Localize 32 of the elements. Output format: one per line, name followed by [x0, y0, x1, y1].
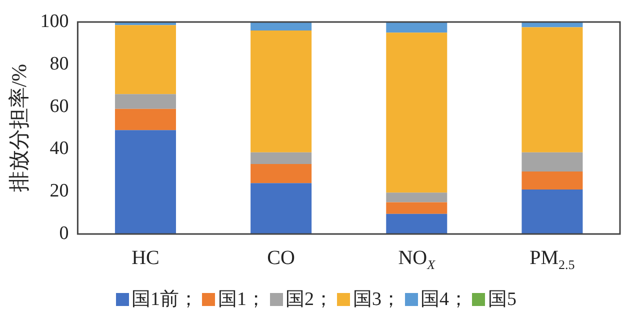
bar: [386, 214, 448, 234]
bar: [386, 192, 448, 202]
bar: [114, 25, 176, 94]
y-tick-label: 20: [50, 180, 69, 202]
legend-label: 国5: [487, 288, 516, 312]
bar: [386, 22, 448, 33]
legend-label: 国1前；: [130, 288, 198, 312]
bar: [522, 171, 583, 190]
y-tick-label: 40: [50, 138, 69, 160]
legend-label: 国1；: [217, 288, 266, 312]
bar: [250, 30, 312, 152]
legend-label: 国4；: [420, 288, 468, 312]
bar: [250, 183, 312, 234]
y-tick-label: 60: [50, 96, 69, 117]
bar: [522, 27, 583, 152]
bar: [250, 152, 312, 164]
y-tick-label: 80: [50, 53, 69, 74]
bar: [386, 32, 448, 193]
bar: [250, 164, 312, 184]
bar: [114, 130, 176, 234]
y-axis-title: 排放分担率/%: [7, 64, 32, 192]
bar: [386, 202, 448, 214]
legend-label: 国3；: [352, 288, 400, 312]
x-tick-label: HC: [132, 247, 160, 269]
y-tick-label: 0: [59, 222, 69, 244]
bar: [522, 189, 583, 234]
bar: [114, 94, 176, 109]
x-tick-label: CO: [267, 247, 295, 269]
legend-label: 国2；: [284, 288, 333, 312]
y-tick-label: 100: [40, 10, 69, 32]
bar: [522, 152, 583, 172]
bar: [114, 108, 176, 130]
